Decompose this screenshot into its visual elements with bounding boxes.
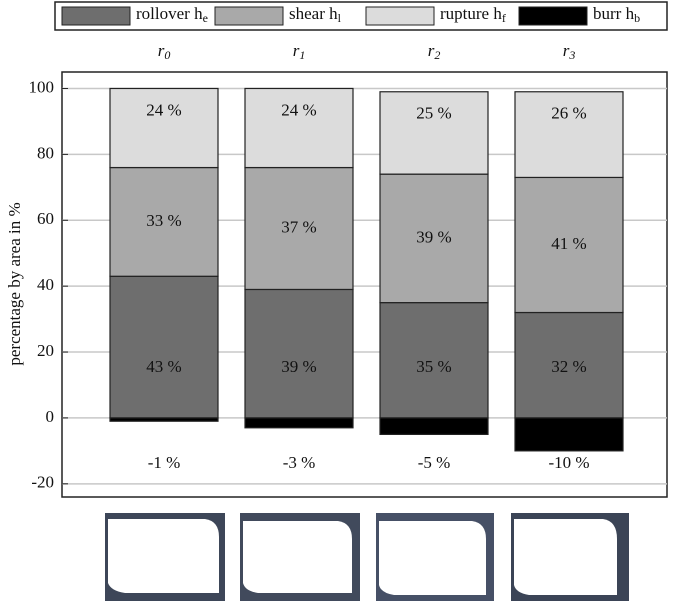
value-label: 39 % (281, 357, 316, 376)
legend-label: shear hl (289, 4, 342, 25)
y-tick-label: 0 (46, 407, 55, 426)
value-label: 25 % (416, 104, 451, 123)
bar-segment (379, 91, 489, 175)
category-label: r3 (563, 41, 576, 62)
value-label: -10 % (548, 453, 589, 472)
y-tick-label: 40 (37, 275, 54, 294)
category-label: r0 (158, 41, 171, 62)
bar-segment (109, 417, 219, 422)
bar-segment (109, 87, 219, 169)
value-label: 24 % (281, 100, 316, 119)
photo (105, 513, 225, 601)
value-label: 35 % (416, 357, 451, 376)
y-tick-label: 20 (37, 341, 54, 360)
value-label: 24 % (146, 100, 181, 119)
legend-label: rupture hf (440, 4, 506, 25)
category-label: r1 (293, 41, 306, 62)
bar-segment (109, 275, 219, 419)
legend-label: burr hb (593, 4, 640, 25)
bar-segment (514, 91, 624, 179)
y-tick-label: 100 (29, 77, 55, 96)
legend-swatch (214, 6, 284, 26)
legend-swatch (61, 6, 131, 26)
bar-segment (244, 417, 354, 429)
bar-segment (514, 176, 624, 314)
value-label: -1 % (148, 453, 181, 472)
bar-segment (244, 87, 354, 169)
photos (105, 513, 629, 601)
value-label: -3 % (283, 453, 316, 472)
value-label: 39 % (416, 227, 451, 246)
bar-segment (109, 166, 219, 277)
bar-segment (379, 417, 489, 436)
value-label: 33 % (146, 211, 181, 230)
value-label: 43 % (146, 357, 181, 376)
value-label: -5 % (418, 453, 451, 472)
y-tick-label: -20 (31, 473, 54, 492)
legend-label: rollover he (136, 4, 208, 25)
y-axis-label: percentage by area in % (5, 202, 24, 365)
value-label: 26 % (551, 104, 586, 123)
bar-segment (244, 288, 354, 419)
bar-segment (244, 166, 354, 291)
legend-swatch (518, 6, 588, 26)
bar-segment (514, 417, 624, 452)
photo (511, 513, 629, 601)
value-label: 41 % (551, 234, 586, 253)
photo (240, 513, 360, 601)
legend-swatch (365, 6, 435, 26)
category-label: r2 (428, 41, 441, 62)
value-label: 32 % (551, 357, 586, 376)
y-tick-label: 80 (37, 143, 54, 162)
photo (376, 513, 494, 601)
y-tick-label: 60 (37, 209, 54, 228)
value-label: 37 % (281, 217, 316, 236)
bar-segment (379, 302, 489, 419)
bar-segment (514, 311, 624, 419)
